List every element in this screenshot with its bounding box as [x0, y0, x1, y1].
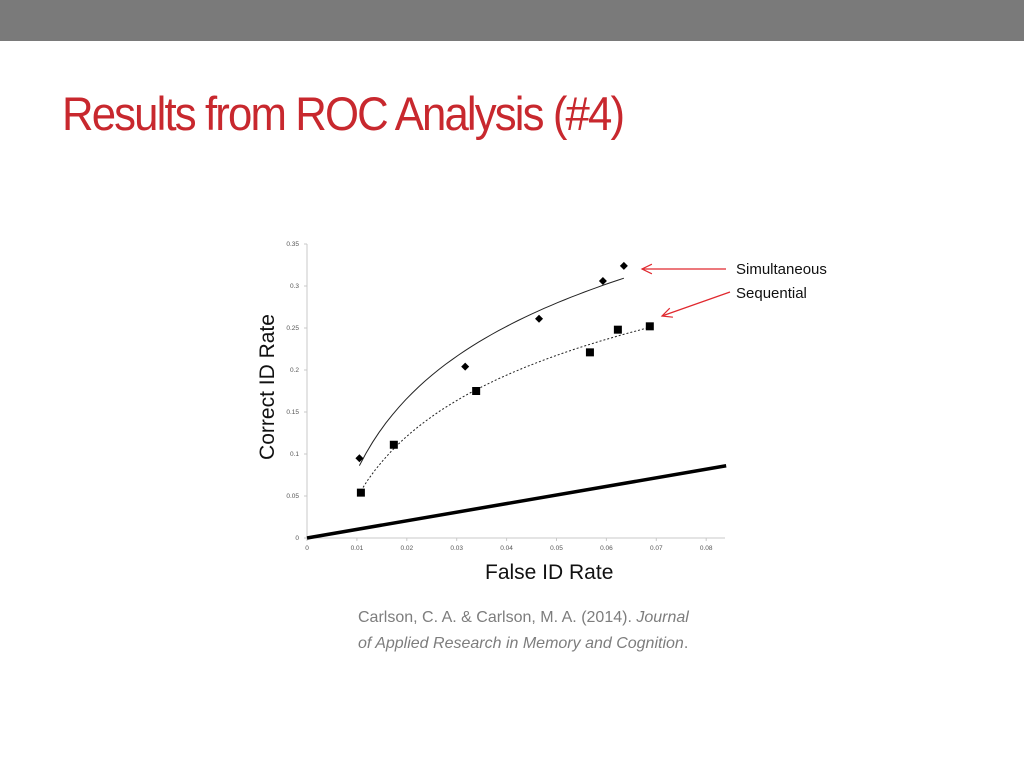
simultaneous-point — [598, 276, 607, 285]
x-tick-label: 0.07 — [650, 545, 663, 552]
top-bar — [0, 0, 1024, 41]
y-tick-label: 0.05 — [286, 493, 299, 500]
x-tick-label: 0.04 — [500, 545, 513, 552]
citation-authors: Carlson, C. A. & Carlson, M. A. (2014). — [358, 609, 637, 626]
sequential-point — [585, 348, 594, 357]
x-tick-label: 0.01 — [351, 545, 364, 552]
sequential-arrow — [661, 291, 731, 317]
y-tick-label: 0.15 — [286, 409, 299, 416]
sequential-point — [613, 325, 622, 334]
sequential-point — [645, 322, 654, 331]
chance-line — [306, 464, 727, 540]
simultaneous-arrow-head — [640, 263, 653, 275]
y-tick-label: 0 — [295, 535, 299, 542]
y-tick-label: 0.35 — [286, 241, 299, 248]
y-axis-label: Correct ID Rate — [256, 314, 279, 460]
citation-journal-2: of Applied Research in Memory and Cognit… — [358, 635, 684, 652]
x-tick-label: 0.05 — [550, 545, 563, 552]
simultaneous-point — [535, 314, 544, 323]
sequential-arrow-head — [660, 307, 673, 318]
legend-simultaneous: Simultaneous — [736, 261, 827, 278]
simultaneous-trendline — [358, 277, 625, 466]
slide-title: Results from ROC Analysis (#4) — [62, 87, 625, 140]
simultaneous-point — [355, 454, 364, 463]
x-axis-label: False ID Rate — [485, 561, 614, 584]
x-tick-label: 0.02 — [400, 545, 413, 552]
x-tick-label: 0.03 — [450, 545, 463, 552]
sequential-trendline — [360, 326, 650, 492]
sequential-point — [472, 387, 481, 395]
simultaneous-point — [461, 362, 470, 371]
simultaneous-point — [619, 261, 628, 270]
x-tick-label: 0.08 — [700, 545, 713, 552]
citation-end: . — [683, 635, 689, 652]
citation-journal-1: Journal — [636, 609, 689, 626]
sequential-point — [389, 440, 398, 449]
y-tick-label: 0.25 — [286, 325, 299, 332]
sequential-point — [356, 488, 365, 497]
x-tick-label: 0.06 — [600, 545, 613, 552]
y-tick-label: 0.2 — [290, 367, 299, 374]
y-tick-label: 0.3 — [290, 283, 299, 290]
legend-sequential: Sequential — [736, 285, 807, 302]
x-tick-label: 0 — [305, 545, 309, 552]
y-tick-label: 0.1 — [290, 451, 299, 458]
citation: Carlson, C. A. & Carlson, M. A. (2014). … — [358, 605, 689, 657]
